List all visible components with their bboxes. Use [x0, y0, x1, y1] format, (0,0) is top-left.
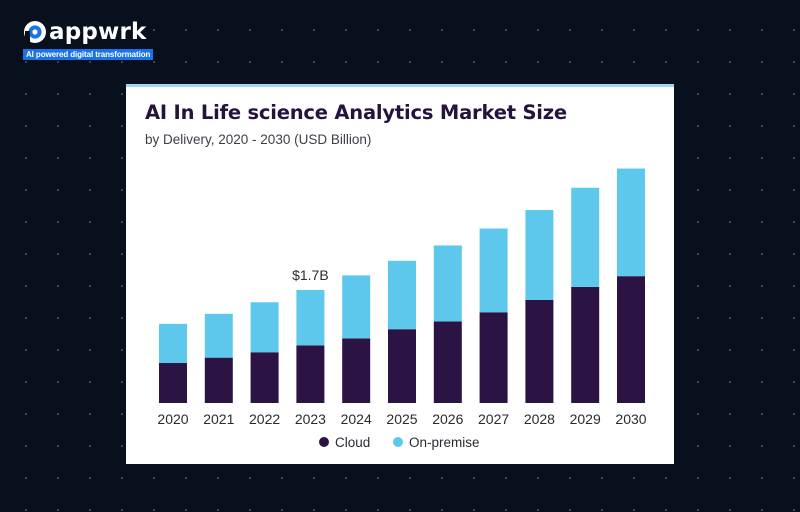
- bar-cloud-2022: [250, 352, 279, 403]
- chart-title: AI In Life science Analytics Market Size: [145, 101, 567, 124]
- bar-on-premise-2027: [479, 228, 508, 313]
- bar-on-premise-2029: [571, 187, 600, 287]
- bar-cloud-2029: [571, 286, 600, 403]
- bar-on-premise-2026: [433, 245, 462, 322]
- brand-tagline: AI powered digital transformation: [23, 49, 154, 60]
- x-tick-label: 2022: [249, 411, 280, 427]
- brand-lockup: appwrk AI powered digital transformation: [23, 20, 154, 62]
- bar-on-premise-2030: [617, 168, 645, 277]
- x-tick-label: 2024: [341, 411, 372, 427]
- bar-cloud-2025: [388, 329, 416, 403]
- data-label-annotation: $1.7B: [292, 267, 329, 283]
- brand-name: appwrk: [49, 19, 147, 45]
- x-tick-label: 2027: [478, 411, 509, 427]
- bar-cloud-2026: [433, 321, 462, 403]
- bar-cloud-2030: [617, 276, 645, 403]
- bar-on-premise-2028: [525, 210, 554, 300]
- chart-card: AI In Life science Analytics Market Size…: [126, 84, 674, 464]
- bar-on-premise-2021: [204, 313, 233, 358]
- x-tick-label: 2025: [386, 411, 417, 427]
- bar-cloud-2021: [204, 357, 233, 403]
- bar-cloud-2028: [525, 299, 554, 403]
- x-tick-label: 2021: [203, 411, 234, 427]
- bar-on-premise-2020: [159, 323, 187, 364]
- x-tick-label: 2023: [295, 411, 326, 427]
- bar-on-premise-2024: [342, 275, 371, 339]
- legend-label-on-premise: On-premise: [409, 435, 480, 450]
- x-tick-label: 2020: [157, 411, 188, 427]
- bar-on-premise-2022: [250, 302, 279, 353]
- x-tick-label: 2028: [524, 411, 555, 427]
- bar-cloud-2020: [159, 363, 187, 403]
- bar-on-premise-2023: [296, 289, 325, 346]
- appwrk-logo-icon: [24, 21, 46, 44]
- x-tick-label: 2029: [570, 411, 601, 427]
- chart-subtitle: by Delivery, 2020 - 2030 (USD Billion): [145, 132, 372, 147]
- legend-label-cloud: Cloud: [335, 435, 370, 450]
- stacked-bar-chart: 2020 2021 2022 2023 2024 2025 2026 2027 2028 2029…: [157, 168, 647, 450]
- bar-cloud-2027: [479, 312, 508, 403]
- bar-on-premise-2025: [388, 260, 416, 330]
- legend-swatch-cloud: [319, 437, 329, 447]
- brand-row: appwrk: [23, 20, 153, 44]
- x-tick-label: 2026: [432, 411, 463, 427]
- x-tick-label: 2030: [615, 411, 646, 427]
- bar-cloud-2024: [342, 338, 371, 403]
- bar-cloud-2023: [296, 345, 325, 403]
- legend-swatch-on-premise: [393, 437, 403, 447]
